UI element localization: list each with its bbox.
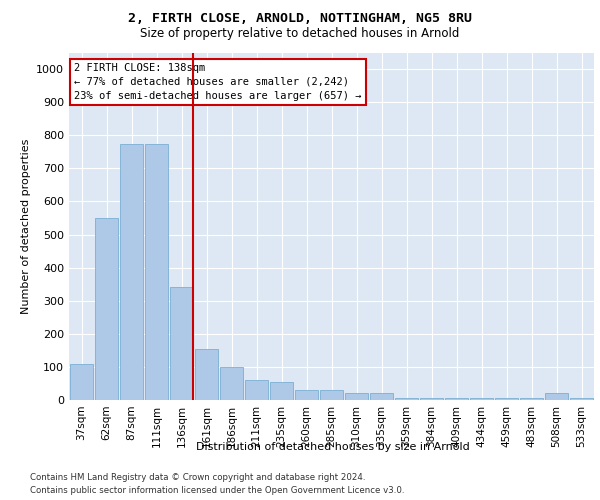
Bar <box>70 364 93 400</box>
Y-axis label: Number of detached properties: Number of detached properties <box>20 138 31 314</box>
Bar <box>395 398 418 400</box>
Text: Contains HM Land Registry data © Crown copyright and database right 2024.: Contains HM Land Registry data © Crown c… <box>30 472 365 482</box>
Bar <box>470 398 493 400</box>
Bar <box>370 394 393 400</box>
Bar <box>170 288 193 400</box>
Bar <box>420 398 443 400</box>
Bar <box>345 394 368 400</box>
Bar <box>495 398 518 400</box>
Bar <box>445 398 468 400</box>
Bar <box>520 398 543 400</box>
Text: 2 FIRTH CLOSE: 138sqm
← 77% of detached houses are smaller (2,242)
23% of semi-d: 2 FIRTH CLOSE: 138sqm ← 77% of detached … <box>74 63 362 101</box>
Text: Distribution of detached houses by size in Arnold: Distribution of detached houses by size … <box>196 442 470 452</box>
Bar <box>545 394 568 400</box>
Bar <box>270 382 293 400</box>
Bar <box>320 390 343 400</box>
Bar <box>245 380 268 400</box>
Bar <box>145 144 168 400</box>
Bar <box>95 218 118 400</box>
Text: Contains public sector information licensed under the Open Government Licence v3: Contains public sector information licen… <box>30 486 404 495</box>
Text: 2, FIRTH CLOSE, ARNOLD, NOTTINGHAM, NG5 8RU: 2, FIRTH CLOSE, ARNOLD, NOTTINGHAM, NG5 … <box>128 12 472 26</box>
Bar <box>570 398 593 400</box>
Bar <box>220 367 243 400</box>
Bar <box>120 144 143 400</box>
Bar <box>295 390 318 400</box>
Text: Size of property relative to detached houses in Arnold: Size of property relative to detached ho… <box>140 28 460 40</box>
Bar <box>195 348 218 400</box>
